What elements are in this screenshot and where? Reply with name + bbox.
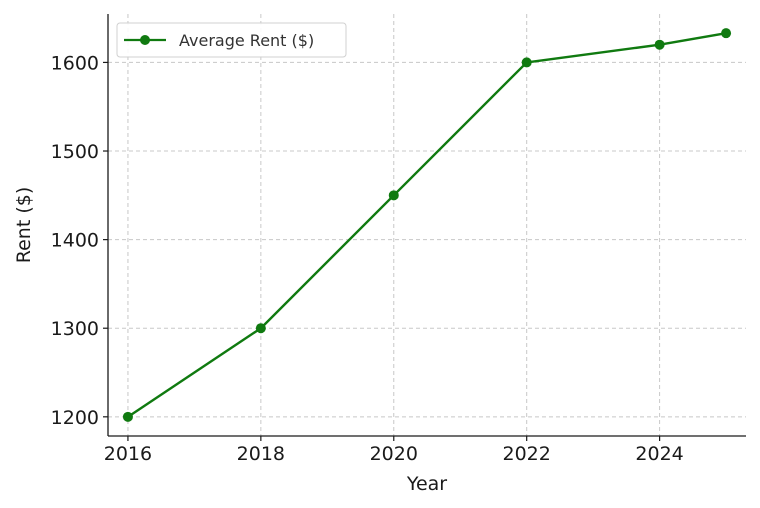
x-axis-title: Year bbox=[406, 473, 447, 495]
legend-entry-label: Average Rent ($) bbox=[179, 31, 314, 50]
y-tick-label-1200: 1200 bbox=[51, 407, 99, 429]
x-tick-label-2024: 2024 bbox=[635, 443, 683, 465]
data-point-2024 bbox=[654, 39, 665, 50]
series-line-0 bbox=[127, 31, 727, 418]
y-axis-title: Rent ($) bbox=[13, 187, 35, 263]
axes bbox=[107, 14, 746, 437]
y-tick-label-1600: 1600 bbox=[51, 52, 99, 74]
x-tick-label-2018: 2018 bbox=[237, 443, 285, 465]
legend: Average Rent ($) bbox=[116, 22, 347, 58]
series-group bbox=[122, 28, 732, 422]
y-ticks: 1200 1300 1400 1500 1600 bbox=[51, 52, 108, 429]
data-point-2022 bbox=[521, 57, 532, 68]
y-tick-label-1400: 1400 bbox=[51, 230, 99, 252]
x-tick-label-2022: 2022 bbox=[503, 443, 551, 465]
x-tick-label-2016: 2016 bbox=[104, 443, 152, 465]
y-tick-label-1500: 1500 bbox=[51, 141, 99, 163]
legend-marker-swatch bbox=[140, 35, 150, 45]
x-ticks: 2016 2018 2020 2022 2024 bbox=[104, 436, 684, 465]
data-point-2020 bbox=[388, 190, 399, 201]
x-tick-label-2020: 2020 bbox=[370, 443, 418, 465]
y-tick-label-1300: 1300 bbox=[51, 318, 99, 340]
grid-lines bbox=[108, 14, 746, 436]
data-point-2018 bbox=[255, 323, 266, 334]
legend-box bbox=[116, 22, 347, 58]
data-point-2016 bbox=[122, 411, 133, 422]
data-point-2025 bbox=[721, 28, 732, 39]
